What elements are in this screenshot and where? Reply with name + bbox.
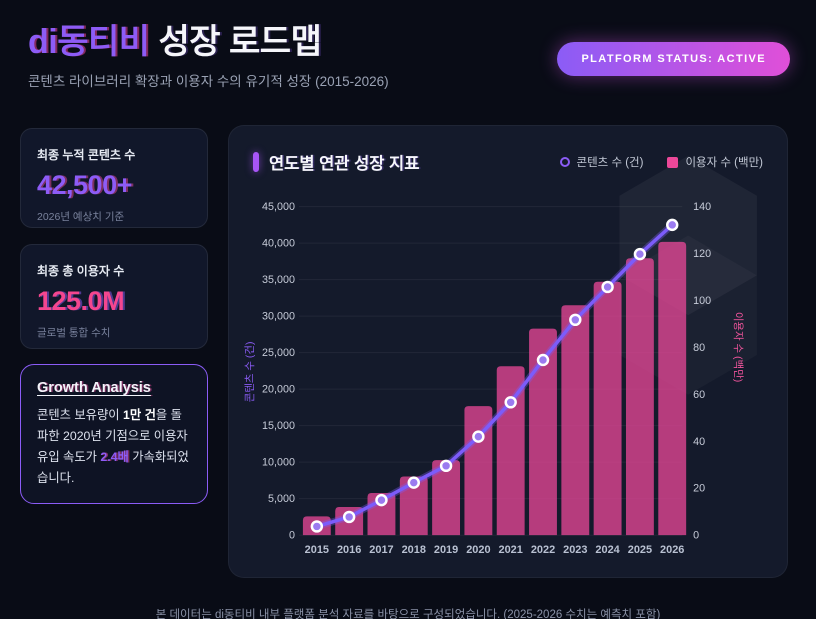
legend-label: 콘텐츠 수 (건): [576, 157, 644, 169]
chart-legend: 콘텐츠 수 (건) 이용자 수 (백만): [559, 154, 763, 170]
svg-text:40,000: 40,000: [262, 238, 295, 250]
svg-text:30,000: 30,000: [262, 311, 295, 323]
svg-text:2021: 2021: [499, 544, 523, 556]
svg-text:2025: 2025: [628, 544, 652, 556]
stat-value: 125.0M: [37, 286, 125, 316]
chart-title: 연도별 연관 성장 지표: [269, 155, 420, 173]
svg-text:10,000: 10,000: [262, 457, 295, 469]
stat-card-user-total: 최종 총 이용자 수 125.0M 글로벌 통합 수치: [20, 244, 208, 349]
svg-text:2015: 2015: [305, 544, 329, 556]
svg-text:120: 120: [693, 248, 711, 260]
growth-text-segment: 1만 건: [123, 408, 156, 422]
legend-square-icon: [667, 156, 679, 168]
svg-text:2022: 2022: [531, 544, 555, 556]
chart-header: 연도별 연관 성장 지표 콘텐츠 수 (건) 이용자 수 (백만): [229, 126, 787, 174]
svg-text:35,000: 35,000: [262, 274, 295, 286]
svg-text:2017: 2017: [369, 544, 393, 556]
svg-text:이용자 수 (백만): 이용자 수 (백만): [732, 312, 744, 382]
stat-label: 최종 총 이용자 수: [37, 264, 125, 278]
svg-text:20,000: 20,000: [262, 384, 295, 396]
stat-value: 42,500+: [37, 170, 132, 200]
svg-text:25,000: 25,000: [262, 347, 295, 359]
stat-note: 글로벌 통합 수치: [37, 327, 111, 339]
growth-text-segment: 을 돌파한 2020년 기점으로 이용자 유입 속도가: [37, 408, 188, 465]
stat-label: 최종 누적 콘텐츠 수: [37, 148, 136, 162]
legend-label: 이용자 수 (백만): [685, 157, 763, 169]
svg-text:15,000: 15,000: [262, 420, 295, 432]
page-title-rest: 성장 로드맵: [149, 23, 322, 61]
status-badge: PLATFORM STATUS: ACTIVE: [557, 42, 790, 76]
growth-analysis-text: 콘텐츠 보유량이 1만 건을 돌파한 2020년 기점으로 이용자 유입 속도가…: [37, 405, 191, 490]
svg-text:2016: 2016: [337, 544, 361, 556]
chart-canvas: 0 5,000 10,000 15,000 20,000 25,000 30,000 35,0…: [229, 126, 787, 577]
growth-analysis-card: Growth Analysis 콘텐츠 보유량이 1만 건을 돌파한 2020년…: [20, 364, 208, 504]
stat-note: 2026년 예상치 기준: [37, 211, 125, 223]
svg-text:140: 140: [693, 201, 711, 213]
legend-item-content[interactable]: 콘텐츠 수 (건): [559, 154, 644, 170]
svg-text:2019: 2019: [434, 544, 458, 556]
svg-text:2020: 2020: [466, 544, 490, 556]
svg-text:45,000: 45,000: [262, 201, 295, 213]
svg-text:80: 80: [693, 342, 705, 354]
page-title: di동티비 성장 로드맵: [28, 23, 389, 61]
svg-text:2023: 2023: [563, 544, 587, 556]
chart-title-wrap: 연도별 연관 성장 지표: [253, 150, 419, 174]
growth-text-segment: 2.4배: [100, 450, 129, 465]
chart-panel: 연도별 연관 성장 지표 콘텐츠 수 (건) 이용자 수 (백만) 0 5,000…: [228, 125, 788, 578]
svg-text:2018: 2018: [402, 544, 426, 556]
growth-analysis-heading: Growth Analysis: [37, 380, 151, 396]
growth-text-segment: 콘텐츠 보유량이: [37, 408, 124, 422]
legend-circle-icon: [559, 157, 570, 167]
svg-text:60: 60: [693, 389, 705, 401]
svg-text:콘텐츠 수 (건): 콘텐츠 수 (건): [244, 342, 256, 403]
svg-text:40: 40: [693, 436, 705, 448]
svg-text:2024: 2024: [595, 544, 620, 556]
svg-text:100: 100: [693, 295, 711, 307]
svg-text:20: 20: [693, 483, 705, 495]
page-title-accent: di동티비: [28, 23, 150, 61]
page-subtitle: 콘텐츠 라이브러리 확장과 이용자 수의 유기적 성장 (2015-2026): [28, 74, 389, 90]
svg-text:0: 0: [289, 530, 295, 542]
svg-text:5,000: 5,000: [268, 493, 295, 505]
footer-disclaimer: 본 데이터는 di동티비 내부 플랫폼 분석 자료를 바탕으로 구성되었습니다.…: [155, 609, 661, 619]
accent-bar-icon: [253, 152, 259, 172]
svg-text:0: 0: [693, 530, 699, 542]
legend-item-users[interactable]: 이용자 수 (백만): [667, 154, 763, 170]
header: di동티비 성장 로드맵 콘텐츠 라이브러리 확장과 이용자 수의 유기적 성장…: [28, 23, 389, 90]
svg-text:2026: 2026: [660, 544, 684, 556]
growth-text-segment: 가속화되었습니다.: [37, 450, 189, 486]
stat-card-content-total: 최종 누적 콘텐츠 수 42,500+ 2026년 예상치 기준: [20, 128, 208, 228]
